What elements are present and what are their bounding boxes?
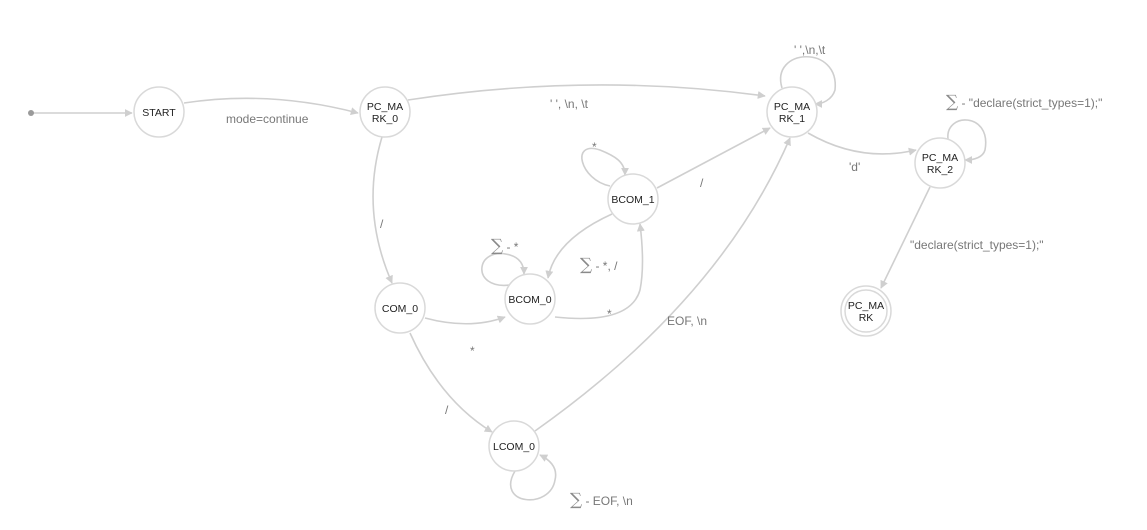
state-label: START [142, 107, 176, 119]
edge-lcom0-self [509, 454, 557, 501]
edge-labels-layer: mode=continue ' ', \n, \t ' ',\n,\t 'd' ∑ - … [226, 43, 1102, 510]
state-label: RK_2 [927, 164, 953, 176]
state-bcom-1: BCOM_1 [607, 173, 659, 225]
edge-label-pc2-self: ∑ - "declare(strict_types=1);" [946, 92, 1102, 112]
edge-bcom0-bcom1 [554, 223, 645, 320]
sigma-icon: ∑ [946, 92, 958, 112]
state-com-0: COM_0 [374, 282, 426, 334]
state-label: COM_0 [382, 303, 418, 315]
state-label: PC_MA [367, 101, 403, 113]
edge-label-com0-bcom0: * [470, 344, 475, 358]
edge-com0-lcom0 [409, 332, 493, 433]
sigma-icon: ∑ [570, 490, 582, 510]
edge-label-bcom1-bcom0: ∑ - *, / [580, 255, 618, 275]
edge-start-pc0 [183, 97, 359, 116]
edge-label-bcom1-pc1: / [700, 176, 704, 190]
final-state-ring [844, 289, 888, 333]
state-label: RK_1 [779, 113, 805, 125]
state-label: LCOM_0 [493, 441, 535, 453]
edges-layer [28, 56, 987, 501]
edge-bcom1-pc1 [656, 127, 771, 189]
state-label: BCOM_0 [508, 294, 551, 306]
edge-pc1-pc2 [807, 132, 917, 156]
edge-pc2-final [880, 186, 931, 289]
state-label: PC_MA [848, 300, 884, 312]
edge-com0-bcom0 [424, 315, 506, 325]
nodes-layer: START PC_MARK_0PC_MARK_1PC_MARK_2PC_MARKB… [133, 86, 966, 472]
sigma-icon: ∑ [491, 236, 503, 256]
edge-label-com0-lcom0: / [445, 403, 449, 417]
state-label: RK [859, 312, 874, 324]
state-start: START [133, 86, 185, 138]
state-bcom-0: BCOM_0 [504, 273, 556, 325]
state-label: BCOM_1 [611, 194, 654, 206]
edge-label-bcom0-self: ∑ - * [491, 236, 519, 256]
initial-state-dot [28, 110, 34, 116]
edge-label-lcom0-pc1: EOF, \n [667, 314, 707, 328]
edge-pc0-com0 [372, 136, 393, 284]
state-label: PC_MA [774, 101, 810, 113]
edge-bcom1-self [581, 147, 629, 187]
state-label: RK_0 [372, 113, 398, 125]
edge-label-pc1-pc2: 'd' [849, 160, 860, 174]
edge-bcom0-self [481, 252, 528, 287]
edge-pc2-self [947, 119, 987, 164]
sigma-icon: ∑ [580, 255, 592, 275]
edge-pc1-self [779, 56, 836, 108]
edge-label-bcom0-bcom1: * [607, 307, 612, 321]
edge-label-lcom0-self: ∑ - EOF, \n [570, 490, 633, 510]
edge-label-pc0-pc1: ' ', \n, \t [550, 97, 589, 111]
edge-label-pc0-com0: / [380, 217, 384, 231]
state-label: PC_MA [922, 152, 958, 164]
edge-label-start-pc0: mode=continue [226, 112, 309, 126]
edge-label-pc2-final: "declare(strict_types=1);" [910, 238, 1044, 252]
edge-label-pc1-self: ' ',\n,\t [794, 43, 826, 57]
state-lcom-0: LCOM_0 [488, 420, 540, 472]
edge-pc0-pc1 [407, 84, 766, 101]
edge-label-bcom1-self: * [592, 140, 597, 154]
edge-lcom0-pc1 [534, 137, 791, 432]
edge-bcom1-bcom0 [545, 213, 613, 279]
